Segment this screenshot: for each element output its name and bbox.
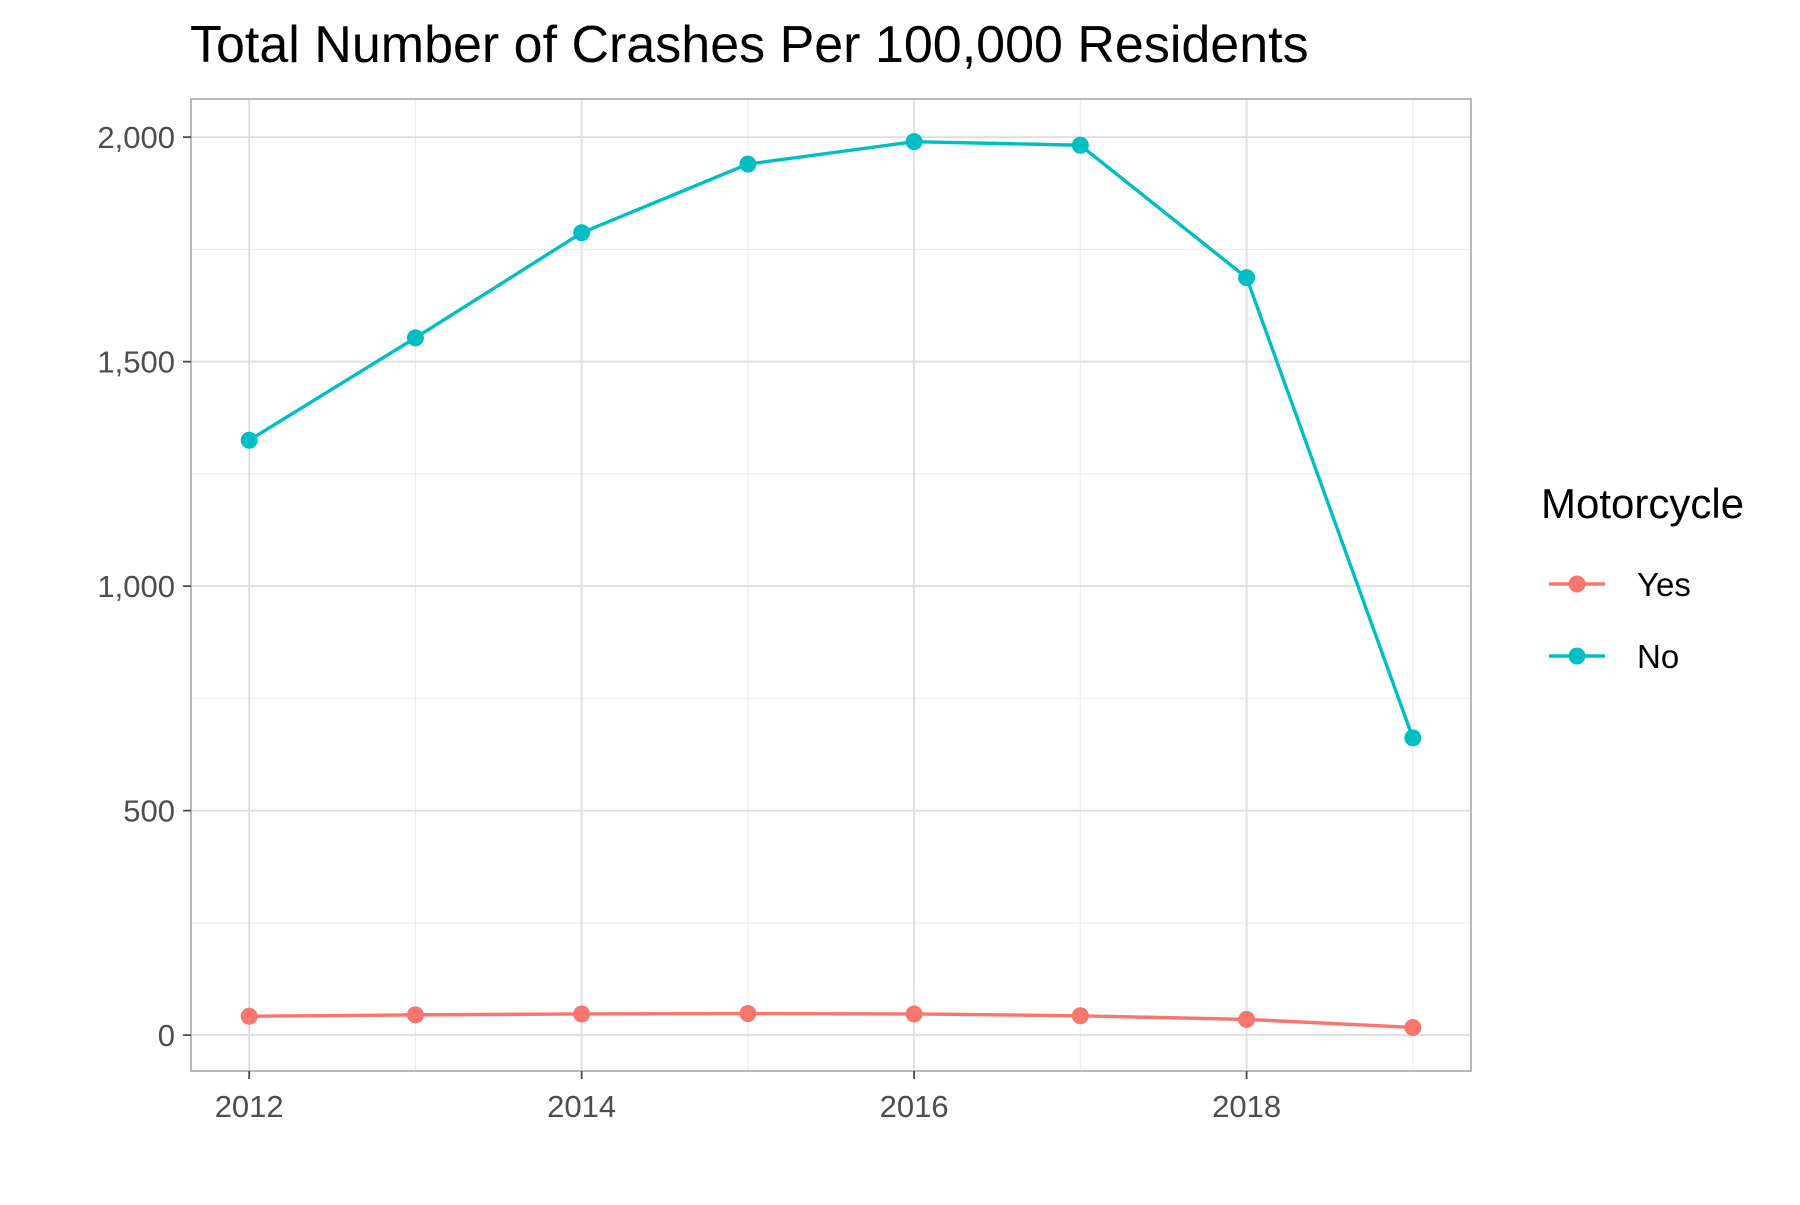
- data-point: [739, 155, 757, 173]
- x-tick-label: 2016: [880, 1089, 949, 1124]
- legend: Motorcycle Yes No: [1541, 480, 1744, 675]
- data-point: [573, 1005, 591, 1023]
- legend-key-point: [1568, 647, 1586, 665]
- x-tick-label: 2014: [547, 1089, 616, 1124]
- series-line-yes: [247, 1011, 1415, 1030]
- legend-label: Yes: [1637, 566, 1691, 603]
- grid: [191, 99, 1471, 1071]
- plot-panel-border: [190, 98, 1472, 1072]
- data-point: [406, 329, 424, 347]
- legend-item-yes: Yes: [1549, 566, 1691, 603]
- legend-label: No: [1637, 638, 1679, 675]
- data-point: [905, 133, 923, 151]
- y-tick-label: 2,000: [97, 120, 175, 155]
- data-point: [1238, 1010, 1256, 1028]
- data-point: [1071, 1007, 1089, 1025]
- data-point: [1404, 1018, 1422, 1036]
- series-no: [240, 133, 1422, 747]
- y-tick-label: 1,000: [97, 569, 175, 604]
- axes: 0 500 1,000 1,500 2,000 2012 2014 2016 2018: [97, 120, 1281, 1124]
- data-point: [739, 1005, 757, 1023]
- legend-title: Motorcycle: [1541, 480, 1744, 527]
- data-point: [573, 224, 591, 242]
- data-point: [1071, 136, 1089, 154]
- legend-item-no: No: [1549, 638, 1679, 675]
- data-point: [1404, 729, 1422, 747]
- data-point: [406, 1006, 424, 1024]
- x-tick-label: 2012: [215, 1089, 284, 1124]
- y-tick-label: 0: [158, 1018, 175, 1053]
- series-layer: [240, 133, 1422, 1036]
- data-point: [1238, 269, 1256, 287]
- x-tick-label: 2018: [1212, 1089, 1281, 1124]
- data-point: [905, 1005, 923, 1023]
- series-yes: [240, 1005, 1422, 1036]
- legend-key-point: [1568, 575, 1586, 593]
- series-line-no: [247, 139, 1415, 740]
- y-tick-label: 500: [123, 794, 175, 829]
- chart-title: Total Number of Crashes Per 100,000 Resi…: [190, 16, 1309, 74]
- data-point: [240, 431, 258, 449]
- y-tick-label: 1,500: [97, 345, 175, 380]
- data-point: [240, 1007, 258, 1025]
